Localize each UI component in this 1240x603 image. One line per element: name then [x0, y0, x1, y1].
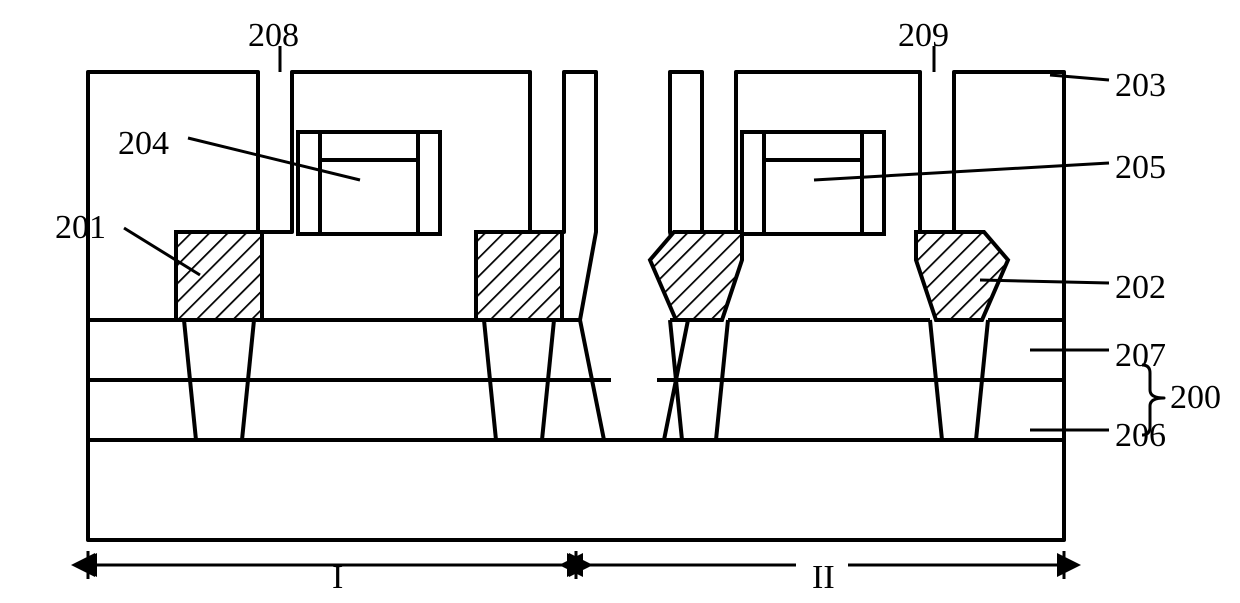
- label-205: 205: [1115, 149, 1166, 186]
- label-202: 202: [1115, 269, 1166, 306]
- label-207: 207: [1115, 337, 1166, 374]
- label-208: 208: [248, 17, 299, 54]
- label-209: 209: [898, 17, 949, 54]
- label-II: II: [812, 559, 835, 596]
- semiconductor-cross-section: 208209203204205201202207200206III: [0, 0, 1240, 603]
- label-201: 201: [55, 209, 106, 246]
- label-204: 204: [118, 125, 169, 162]
- label-203: 203: [1115, 67, 1166, 104]
- label-206: 206: [1115, 417, 1166, 454]
- label-200: 200: [1170, 379, 1221, 416]
